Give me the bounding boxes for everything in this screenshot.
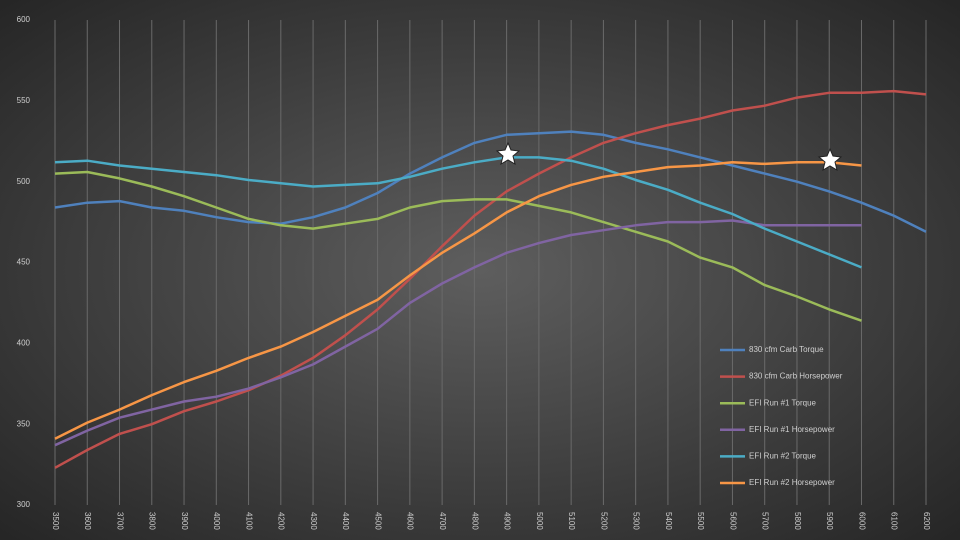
star-marker [817,147,843,172]
x-tick-label: 3600 [83,512,92,530]
series-line [54,89,927,469]
x-tick-label: 5800 [793,512,802,530]
x-tick-label: 4400 [341,512,350,530]
series-line [54,161,862,440]
x-tick-label: 5200 [599,512,608,530]
x-tick-label: 5100 [567,512,576,530]
legend: 830 cfm Carb Torque 830 cfm Carb Horsepow… [720,345,843,487]
y-tick-label: 450 [17,258,31,267]
x-tick-label: 6100 [890,512,899,530]
y-tick-label: 600 [17,15,31,24]
y-tick-label: 300 [17,500,31,509]
legend-label: EFI Run #2 Torque [749,452,817,461]
x-tick-label: 5300 [632,512,641,530]
series-line [54,170,862,322]
legend-label: EFI Run #1 Torque [749,398,817,407]
x-tick-label: 3800 [148,512,157,530]
x-tick-label: 6000 [857,512,866,530]
x-tick-label: 4900 [503,512,512,530]
x-tick-label: 5500 [696,512,705,530]
x-tick-label: 4700 [438,512,447,530]
x-tick-label: 4200 [277,512,286,530]
x-tick-label: 5600 [728,512,737,530]
series-line [54,219,862,447]
x-tick-label: 3500 [51,512,60,530]
star-marker [495,141,521,166]
x-tick-label: 5700 [761,512,770,530]
x-tick-label: 4300 [309,512,318,530]
x-tick-label: 5000 [535,512,544,530]
x-tick-label: 4600 [406,512,415,530]
legend-label: 830 cfm Carb Horsepower [749,372,843,381]
y-tick-label: 500 [17,177,31,186]
x-tick-label: 5400 [664,512,673,530]
plot [54,89,927,469]
x-tick-label: 5900 [825,512,834,530]
legend-label: EFI Run #2 Horsepower [749,478,835,487]
y-tick-label: 400 [17,338,31,347]
grid: 300 350 400 450 500 550 600 3500 3600 3700 3800 390… [17,15,931,530]
series-line [54,156,862,269]
x-tick-label: 3700 [115,512,124,530]
x-tick-label: 4800 [470,512,479,530]
legend-label: 830 cfm Carb Torque [749,345,824,354]
x-tick-label: 4100 [244,512,253,530]
series-line [54,130,927,233]
x-tick-label: 4500 [373,512,382,530]
x-tick-label: 6200 [922,512,931,530]
y-tick-label: 350 [17,419,31,428]
x-tick-label: 4000 [212,512,221,530]
y-tick-label: 550 [17,96,31,105]
legend-label: EFI Run #1 Horsepower [749,425,835,434]
x-tick-label: 3900 [180,512,189,530]
annotations [495,141,843,172]
